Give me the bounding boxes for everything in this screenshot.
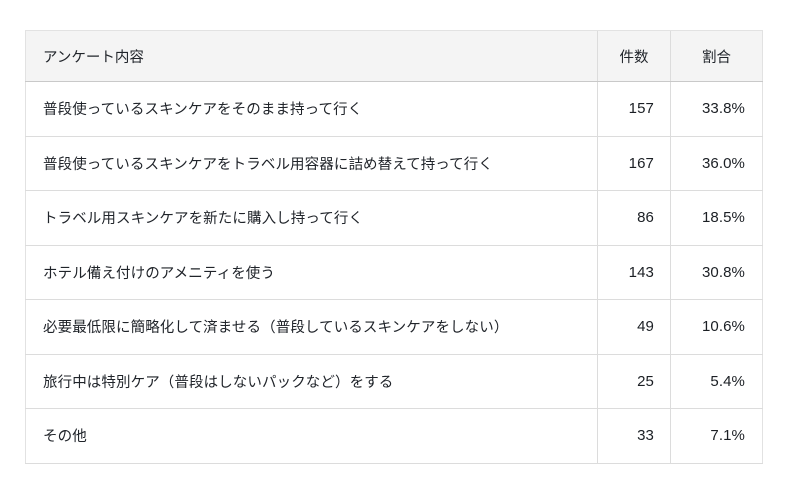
cell-question: 普段使っているスキンケアをトラベル用容器に詰め替えて持って行く — [25, 136, 598, 191]
cell-ratio: 36.0% — [670, 136, 763, 191]
cell-count: 49 — [597, 299, 671, 355]
table-row: 必要最低限に簡略化して済ませる（普段しているスキンケアをしない） 49 10.6… — [25, 299, 763, 355]
table-header: アンケート内容 件数 割合 — [25, 30, 763, 82]
column-header-count: 件数 — [597, 30, 671, 82]
cell-ratio: 7.1% — [670, 408, 763, 464]
table-row: 普段使っているスキンケアをそのまま持って行く 157 33.8% — [25, 81, 763, 137]
table-body: 普段使っているスキンケアをそのまま持って行く 157 33.8% 普段使っている… — [25, 81, 763, 464]
cell-count: 33 — [597, 408, 671, 464]
table-row: トラベル用スキンケアを新たに購入し持って行く 86 18.5% — [25, 190, 763, 246]
table-row: その他 33 7.1% — [25, 408, 763, 464]
column-header-question: アンケート内容 — [25, 30, 598, 82]
cell-count: 25 — [597, 354, 671, 409]
cell-count: 157 — [597, 81, 671, 137]
cell-count: 86 — [597, 190, 671, 246]
cell-question: 必要最低限に簡略化して済ませる（普段しているスキンケアをしない） — [25, 299, 598, 355]
cell-count: 143 — [597, 245, 671, 300]
cell-count: 167 — [597, 136, 671, 191]
cell-ratio: 30.8% — [670, 245, 763, 300]
table-row: ホテル備え付けのアメニティを使う 143 30.8% — [25, 245, 763, 300]
cell-question: トラベル用スキンケアを新たに購入し持って行く — [25, 190, 598, 246]
column-header-ratio: 割合 — [670, 30, 763, 82]
cell-question: 旅行中は特別ケア（普段はしないパックなど）をする — [25, 354, 598, 409]
cell-question: その他 — [25, 408, 598, 464]
table-row: 普段使っているスキンケアをトラベル用容器に詰め替えて持って行く 167 36.0… — [25, 136, 763, 191]
cell-question: ホテル備え付けのアメニティを使う — [25, 245, 598, 300]
cell-ratio: 10.6% — [670, 299, 763, 355]
table-row: 旅行中は特別ケア（普段はしないパックなど）をする 25 5.4% — [25, 354, 763, 409]
cell-question: 普段使っているスキンケアをそのまま持って行く — [25, 81, 598, 137]
cell-ratio: 33.8% — [670, 81, 763, 137]
table-header-row: アンケート内容 件数 割合 — [25, 30, 763, 82]
cell-ratio: 5.4% — [670, 354, 763, 409]
cell-ratio: 18.5% — [670, 190, 763, 246]
survey-results-table-container: アンケート内容 件数 割合 普段使っているスキンケアをそのまま持って行く 157… — [25, 30, 763, 464]
survey-results-table: アンケート内容 件数 割合 普段使っているスキンケアをそのまま持って行く 157… — [25, 30, 763, 464]
